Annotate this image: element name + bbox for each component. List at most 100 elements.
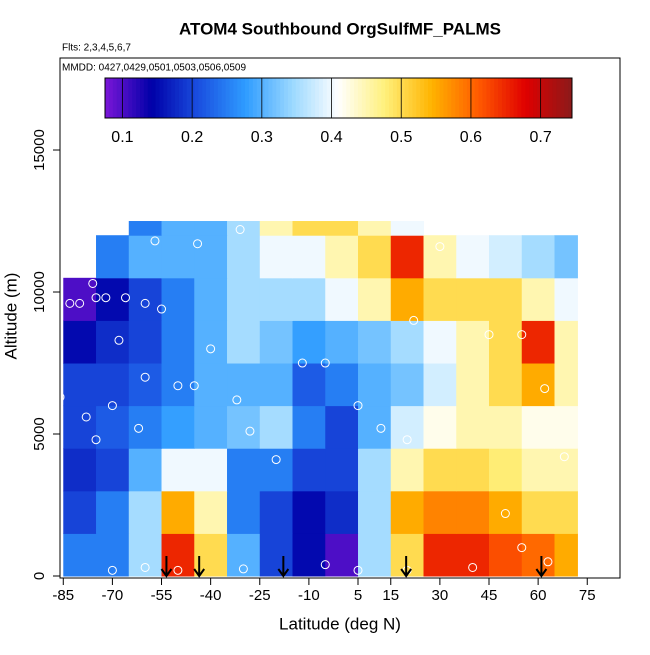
- heatmap-cell: [358, 533, 392, 577]
- colorbar-step: [229, 78, 234, 118]
- heatmap-cell: [194, 277, 228, 321]
- colorbar-step: [342, 78, 347, 118]
- colorbar-step: [206, 78, 211, 118]
- heatmap-cell: [259, 277, 294, 321]
- colorbar-step: [463, 78, 468, 118]
- heatmap-cell: [358, 405, 392, 449]
- sample-point: [65, 298, 75, 308]
- colorbar-step: [307, 78, 312, 118]
- heatmap-cell: [292, 490, 326, 534]
- colorbar-step: [357, 78, 363, 118]
- heatmap-cell: [227, 490, 261, 534]
- profile-arrow: [160, 556, 173, 578]
- colorbar-step: [420, 78, 425, 118]
- sample-point: [101, 293, 111, 303]
- colorbar-step: [346, 78, 351, 118]
- heatmap-cell: [456, 363, 490, 407]
- heatmap-cell: [390, 533, 425, 577]
- x-tick-label: 15: [382, 587, 399, 604]
- heatmap-cell: [259, 235, 294, 279]
- heatmap-cell: [161, 405, 195, 449]
- heatmap-cell: [456, 277, 490, 321]
- colorbar-step: [385, 78, 390, 118]
- colorbar-step: [182, 78, 188, 118]
- heatmap-cell: [358, 448, 392, 492]
- colorbar-step: [529, 78, 534, 118]
- colorbar-step: [408, 78, 413, 118]
- colorbar-step: [190, 78, 196, 118]
- colorbar-step: [560, 78, 565, 118]
- sample-point: [409, 315, 419, 325]
- colorbar-step: [494, 78, 499, 118]
- heatmap-cell: [96, 320, 130, 364]
- colorbar-step: [221, 78, 227, 118]
- sample-point: [134, 423, 144, 433]
- colorbar-step: [334, 78, 339, 118]
- sample-point: [517, 543, 527, 553]
- colorbar-step: [326, 78, 332, 118]
- heatmap-cell: [292, 405, 326, 449]
- heatmap-cell: [456, 490, 490, 534]
- heatmap-cell: [489, 533, 523, 577]
- sample-point: [484, 330, 494, 340]
- colorbar-step: [186, 78, 192, 118]
- colorbar-step: [428, 78, 433, 118]
- colorbar-frame: [104, 77, 573, 119]
- heatmap-cell: [390, 363, 425, 407]
- heatmap-cell: [554, 363, 578, 407]
- colorbar-step: [225, 78, 231, 118]
- heatmap-cell: [390, 221, 425, 236]
- colorbar-step: [108, 78, 114, 118]
- colorbar-step: [233, 78, 238, 118]
- heatmap-cell: [423, 448, 457, 492]
- heatmap-cell: [358, 235, 392, 279]
- profile-arrow: [400, 556, 412, 578]
- heatmap-cell: [227, 363, 261, 407]
- heatmap-cell: [161, 448, 195, 492]
- sample-point: [91, 293, 101, 303]
- colorbar-step: [392, 78, 398, 118]
- x-tick-label: -10: [298, 587, 320, 604]
- heatmap-cell: [194, 221, 228, 236]
- colorbar-step: [435, 78, 441, 118]
- heatmap-cell: [63, 405, 97, 449]
- colorbar-step: [424, 78, 429, 118]
- heatmap-cell: [521, 533, 556, 577]
- heatmap-cell: [489, 235, 523, 279]
- x-tick-label: -70: [102, 587, 124, 604]
- colorbar-step: [272, 78, 277, 118]
- colorbar-step: [163, 78, 168, 118]
- heatmap-cell: [489, 448, 523, 492]
- sample-point: [189, 381, 199, 391]
- heatmap-cell: [423, 490, 457, 534]
- x-tick-label: 30: [432, 587, 449, 604]
- heatmap-cell: [292, 320, 326, 364]
- colorbar-step: [513, 78, 519, 118]
- sample-point: [402, 435, 412, 445]
- sample-point: [517, 330, 527, 340]
- heatmap-cell: [227, 533, 261, 577]
- heatmap-cell: [456, 320, 490, 364]
- colorbar-step: [548, 78, 554, 118]
- colorbar-tick-label: 0.1: [111, 129, 133, 146]
- heatmap-cell: [161, 235, 195, 279]
- colorbar-step: [338, 78, 343, 118]
- heatmap-cell: [194, 405, 228, 449]
- colorbar-step: [260, 78, 266, 118]
- colorbar-step: [501, 78, 507, 118]
- heatmap-cell: [292, 363, 326, 407]
- heatmap-cell: [96, 277, 130, 321]
- heatmap-cell: [358, 221, 392, 236]
- heatmap-cell: [489, 490, 523, 534]
- x-tick-label: -40: [200, 587, 222, 604]
- heatmap-cell: [390, 490, 425, 534]
- colorbar-step: [217, 78, 223, 118]
- colorbar-step: [311, 78, 316, 118]
- heatmap-cell: [489, 277, 523, 321]
- sample-point: [353, 565, 363, 575]
- colorbar-step: [280, 78, 285, 118]
- heatmap-cell: [161, 277, 195, 321]
- heatmap-cell: [161, 490, 195, 534]
- colorbar-step: [128, 78, 133, 118]
- heatmap-cell: [358, 490, 392, 534]
